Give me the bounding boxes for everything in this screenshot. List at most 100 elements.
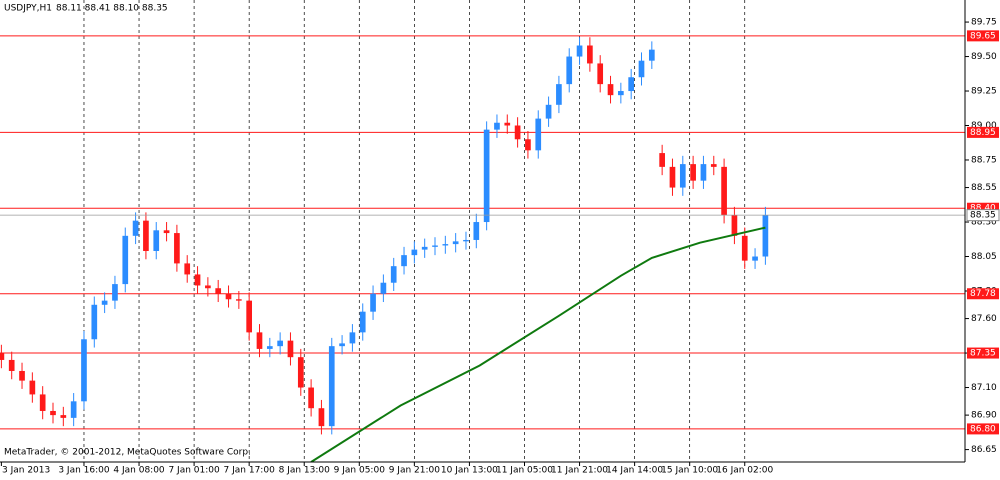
candle-body [205,285,211,289]
candle-body [690,164,696,181]
candle-body [60,415,67,418]
candle-body [463,239,469,242]
candle-body [731,215,738,236]
candle-body [741,235,748,261]
candle-body [679,164,686,188]
x-tick-label: 10 Jan 13:00 [441,466,498,476]
candle-body [163,230,170,234]
ohlc: 88.11 88.41 88.10 88.35 [56,4,168,14]
candle-body [8,359,15,371]
candle-body [669,166,676,188]
candle-body [710,164,717,167]
y-tick-label: 88.75 [971,155,997,165]
candle-body [556,84,562,105]
y-tick-label: 89.25 [971,87,997,97]
y-tick-label: 88.30 [971,218,997,228]
x-tick-label: 7 Jan 17:00 [224,466,276,476]
candle-body [277,340,283,347]
candle-body [411,249,418,256]
last-price-label: 88.35 [970,211,996,221]
candle-body [442,244,449,246]
y-tick-label: 89.50 [971,52,997,62]
candle-body [39,394,46,411]
candle-body [721,166,727,216]
candle-body [266,346,273,349]
candle-body [70,401,77,418]
candle-body [390,266,397,283]
candle-body [597,63,604,85]
level-box [967,288,999,300]
candle-body [50,410,56,416]
candle-body [514,125,521,140]
symbol: USDJPY,H1 [4,4,52,14]
candle-body [504,122,511,126]
level-label: 87.35 [970,349,996,359]
candle-body [762,215,769,257]
x-tick-label: 9 Jan 21:00 [389,466,441,476]
x-tick-label: 3 Jan 16:00 [58,466,110,476]
candle-body [132,220,139,236]
candle-body [318,408,325,427]
level-box [967,423,999,435]
candle-body [225,293,232,300]
level-box [967,30,999,42]
candle-body [452,241,459,245]
candle-body [607,84,614,96]
candle-body [19,370,25,381]
x-tick-label: 16 Jan 02:00 [716,466,773,476]
candle-body [215,288,222,294]
candle-body [0,353,5,360]
candle-body [328,346,335,427]
candle-body [473,222,480,240]
y-tick-label: 88.05 [971,252,997,262]
level-label: 89.65 [970,31,996,41]
candle-body [576,45,583,57]
candle-body [535,118,542,151]
level-label: 88.95 [970,128,996,138]
candle-body [494,122,500,130]
candle-body [112,284,118,301]
candle-body [184,263,191,275]
y-tick-label: 87.10 [971,383,997,393]
candle-body [153,230,160,251]
candle-body [359,311,366,333]
candle-body [122,235,129,285]
candle-body [700,164,707,181]
x-tick-label: 9 Jan 05:00 [334,466,386,476]
copyright: MetaTrader, © 2001-2012, MetaQuotes Soft… [4,448,251,458]
candle-body [483,129,490,223]
candle-body [566,56,573,85]
candle-body [349,332,356,344]
moving-average [310,226,766,462]
x-tick-label: 4 Jan 08:00 [113,466,165,476]
candle-body [659,153,665,167]
candle-body [432,245,438,247]
level-label: 86.80 [970,424,996,434]
level-label: 87.78 [970,289,996,299]
candle-body [545,104,552,119]
level-label: 88.40 [970,204,996,214]
candle-body [628,77,635,92]
y-tick-label: 86.90 [971,411,997,421]
candle-body [194,274,201,286]
candle-body [256,332,263,349]
x-tick-label: 11 Jan 05:00 [496,466,553,476]
y-tick-label: 89.00 [971,121,997,131]
candle-body [174,233,180,264]
y-tick-label: 87.60 [971,314,997,324]
candle-body [401,255,407,267]
x-tick-label: 15 Jan 10:00 [661,466,718,476]
plot-area [0,0,965,462]
candle-body [81,339,87,402]
x-tick-label: 11 Jan 21:00 [551,466,608,476]
candle-body [752,256,758,261]
candle-body [236,299,242,301]
candle-body [370,293,376,312]
candle-body [618,91,624,96]
candle-body [246,300,253,333]
candle-body [29,380,36,395]
candle-body [297,357,304,388]
candle-body [308,387,314,409]
